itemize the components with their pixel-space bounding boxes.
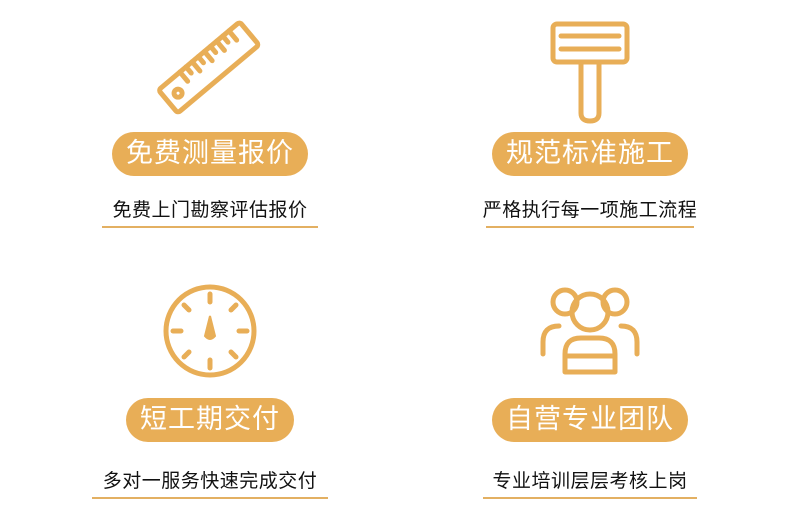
- feature-description: 专业培训层层考核上岗: [492, 470, 688, 492]
- divider: [483, 497, 697, 499]
- feature-short-period: 短工期交付 多对一服务快速完成交付: [60, 270, 360, 520]
- ruler-icon: [155, 14, 265, 124]
- scraper-icon: [535, 18, 645, 128]
- feature-title: 免费测量报价: [112, 132, 308, 176]
- feature-description: 多对一服务快速完成交付: [102, 470, 318, 492]
- feature-description: 免费上门勘察评估报价: [112, 199, 308, 221]
- feature-title: 自营专业团队: [492, 398, 688, 442]
- clock-icon: [155, 276, 265, 386]
- divider: [102, 226, 318, 228]
- divider: [486, 226, 694, 228]
- feature-title: 规范标准施工: [492, 132, 688, 176]
- feature-free-measure: 免费测量报价 免费上门勘察评估报价: [60, 12, 360, 262]
- feature-title: 短工期交付: [126, 398, 294, 442]
- feature-own-team: 自营专业团队 专业培训层层考核上岗: [440, 270, 740, 520]
- team-icon: [535, 276, 645, 386]
- feature-description: 严格执行每一项施工流程: [482, 199, 698, 221]
- divider: [92, 497, 328, 499]
- feature-standard-construction: 规范标准施工 严格执行每一项施工流程: [440, 12, 740, 262]
